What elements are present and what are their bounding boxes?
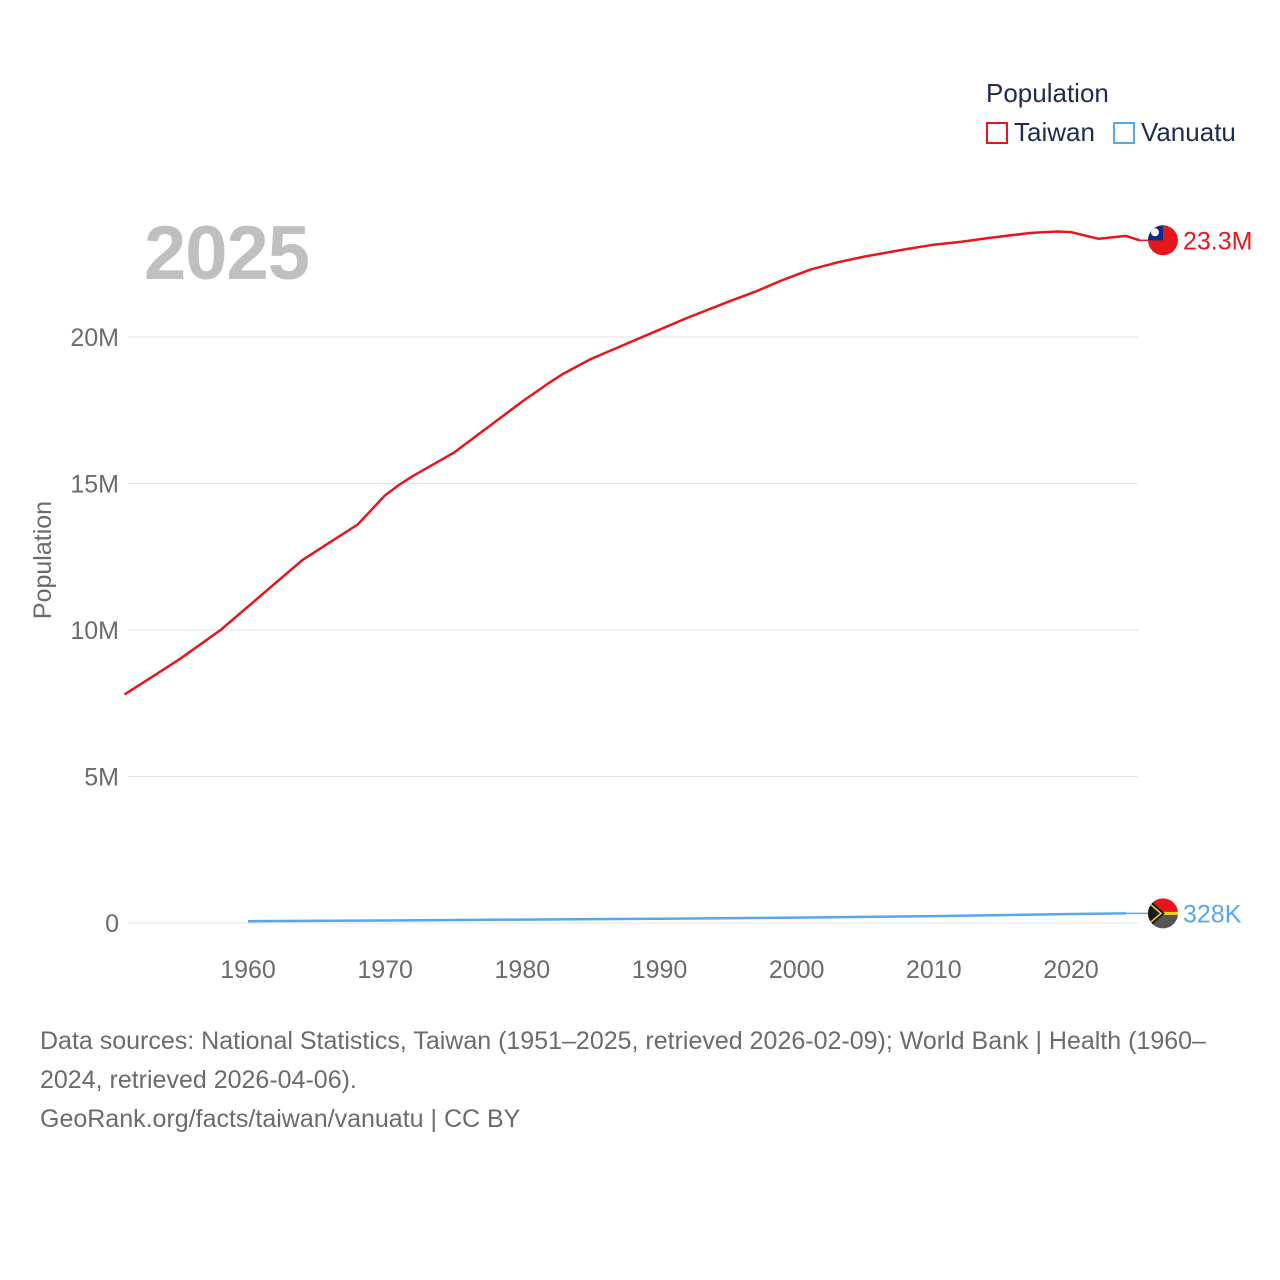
- x-tick-label: 1980: [495, 956, 551, 984]
- x-tick-label: 1960: [220, 956, 276, 984]
- y-axis-label: Population: [29, 501, 57, 619]
- series-end-label-vanuatu: 328K: [1183, 900, 1242, 928]
- x-tick-label: 2010: [906, 956, 962, 984]
- data-sources-text: Data sources: National Statistics, Taiwa…: [40, 1027, 1206, 1094]
- series-line-taiwan: [123, 230, 1140, 696]
- legend-swatch-taiwan: [986, 121, 1008, 144]
- credit-link[interactable]: GeoRank.org/facts/taiwan/vanuatu | CC BY: [40, 1105, 521, 1133]
- y-tick-label: 20M: [70, 324, 119, 352]
- x-tick-label: 1990: [632, 956, 688, 984]
- x-tick-label: 1970: [357, 956, 413, 984]
- y-axis-ticks: 0 5M 10M 15M 20M: [70, 324, 119, 938]
- vanuatu-flag-icon: [1148, 898, 1178, 929]
- y-tick-label: 0: [105, 910, 119, 938]
- y-tick-label: 5M: [84, 764, 119, 792]
- legend-label-vanuatu: Vanuatu: [1140, 117, 1236, 147]
- x-axis-ticks: 1960 1970 1980 1990 2000 2010 2020: [220, 956, 1099, 984]
- population-line-chart: 0 5M 10M 15M 20M 1960 1970 1980 1990 2000 2010 202…: [29, 225, 1252, 984]
- y-tick-label: 10M: [70, 617, 119, 645]
- footer: Data sources: National Statistics, Taiwa…: [40, 1022, 1250, 1139]
- x-tick-label: 2020: [1043, 956, 1099, 984]
- legend-item-taiwan[interactable]: Taiwan: [986, 117, 1095, 148]
- y-tick-label: 15M: [70, 471, 119, 499]
- legend-label-taiwan: Taiwan: [1014, 117, 1095, 147]
- series-end-markers: [1148, 225, 1178, 929]
- series-line-vanuatu: [247, 912, 1126, 923]
- series-lines: 23.3M 328K: [123, 227, 1252, 928]
- grid-lines: [128, 336, 1138, 924]
- legend-swatch-vanuatu: [1112, 121, 1135, 144]
- legend-title: Population: [986, 78, 1109, 108]
- taiwan-flag-icon: [1148, 225, 1178, 256]
- current-year-label: 2025: [144, 211, 310, 296]
- legend-item-vanuatu[interactable]: Vanuatu: [1112, 117, 1236, 148]
- x-tick-label: 2000: [769, 956, 825, 984]
- series-end-label-taiwan: 23.3M: [1183, 227, 1252, 255]
- legend: Population Taiwan Vanuatu: [986, 78, 1236, 148]
